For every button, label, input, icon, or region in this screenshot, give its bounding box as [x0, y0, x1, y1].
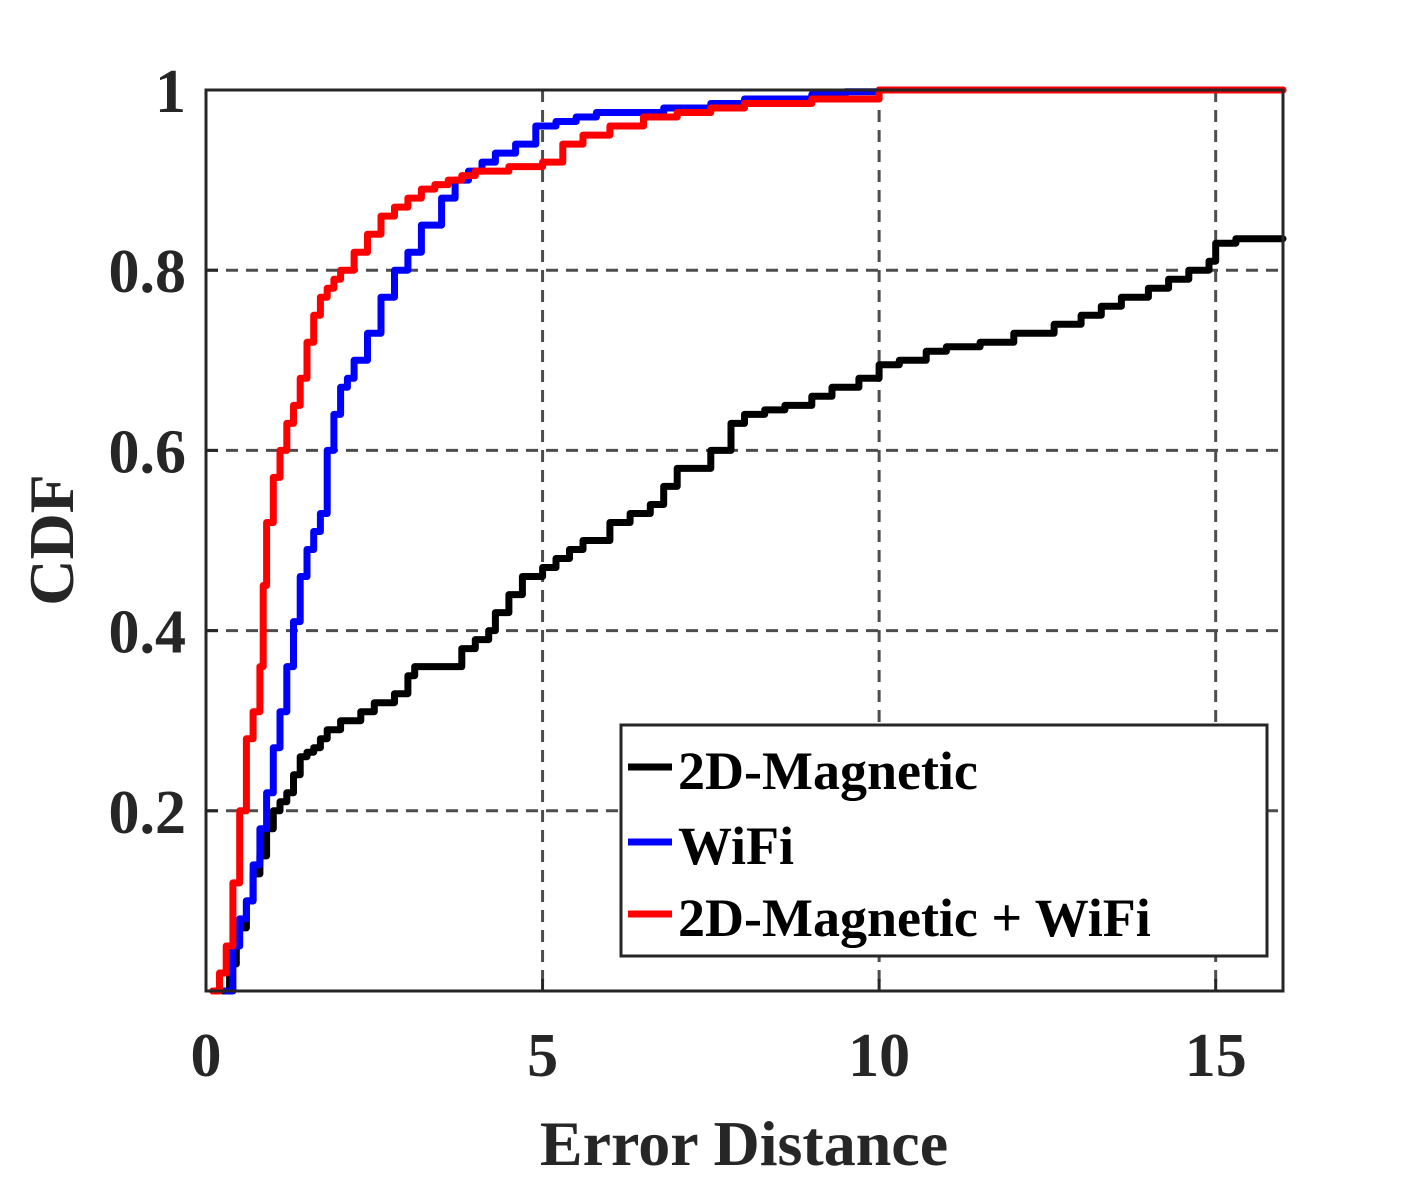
- series-lines: [209, 86, 1287, 995]
- x-tick-label-3: 15: [1185, 1022, 1247, 1090]
- plot-frame: [204, 88, 1285, 993]
- y-axis-label: CDF: [16, 474, 87, 606]
- legend-label-2d-magnetic-wifi: 2D-Magnetic + WiFi: [678, 888, 1151, 948]
- y-tick-label-2: 0.6: [109, 418, 187, 486]
- series-line-2d-magnetic-wifi: [209, 86, 1287, 995]
- y-tick-label-0: 0.2: [109, 779, 187, 847]
- tick-labels: 0 5 10 15 0.2 0.4 0.6 0.8 1: [109, 58, 1247, 1090]
- y-tick-label-4: 1: [155, 58, 186, 126]
- x-tick-label-2: 10: [848, 1022, 910, 1090]
- x-tick-label-0: 0: [191, 1022, 222, 1090]
- series-line-2d-magnetic: [219, 235, 1287, 995]
- legend-box: [619, 723, 1269, 958]
- y-tick-label-3: 0.8: [109, 238, 187, 306]
- legend-label-2d-magnetic: 2D-Magnetic: [678, 741, 978, 801]
- series-line-wifi: [222, 86, 1287, 995]
- x-axis-label: Error Distance: [540, 1108, 948, 1179]
- legend-label-wifi: WiFi: [678, 816, 794, 876]
- y-tick-label-1: 0.4: [109, 599, 187, 667]
- legend: 2D-Magnetic WiFi 2D-Magnetic + WiFi: [619, 723, 1269, 958]
- x-tick-label-1: 5: [527, 1022, 558, 1090]
